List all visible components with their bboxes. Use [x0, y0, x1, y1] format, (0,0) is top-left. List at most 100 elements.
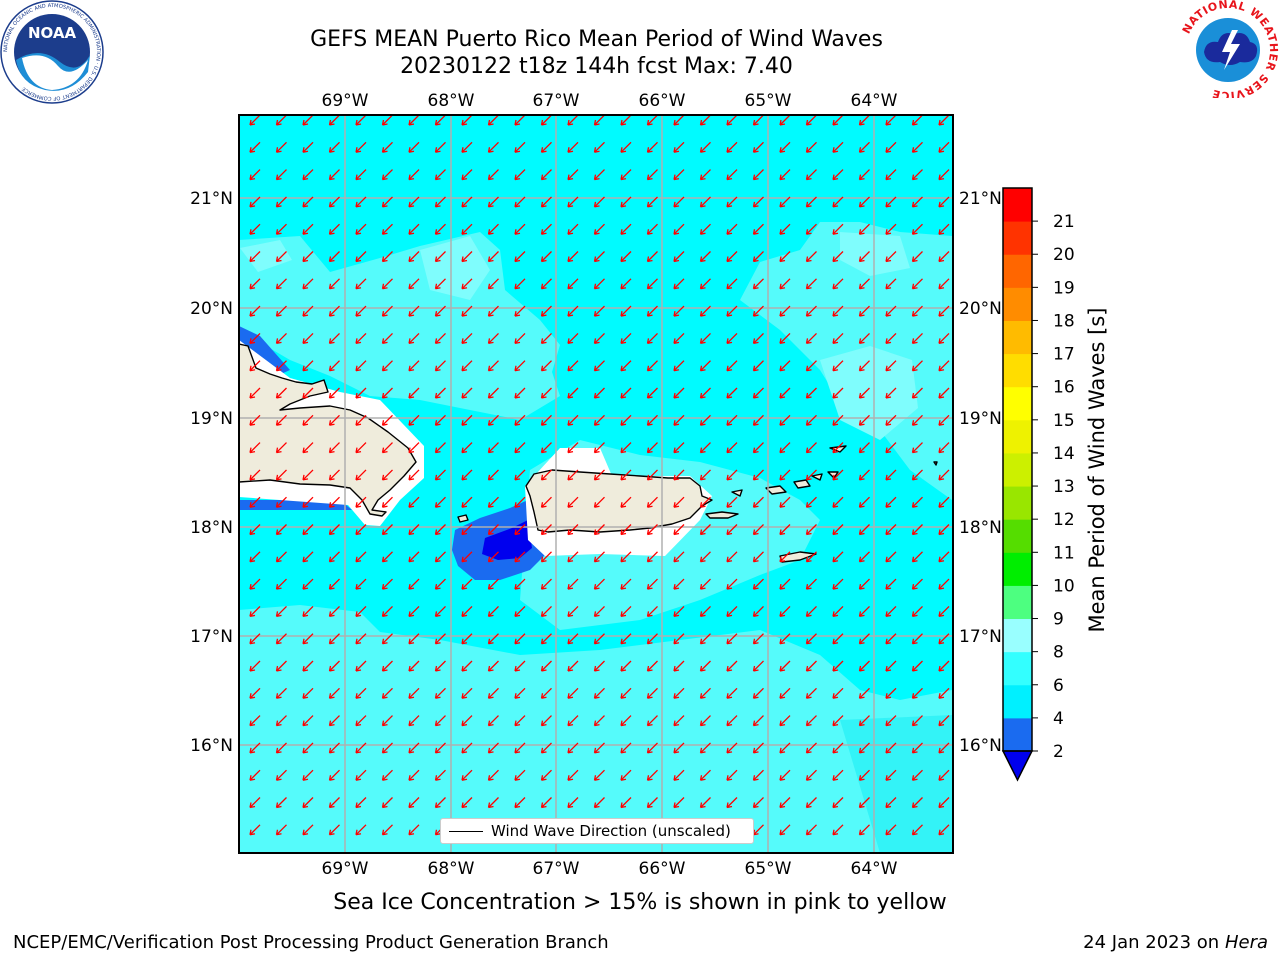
- wind-wave-arrow: [726, 797, 738, 809]
- wind-wave-arrow: [540, 251, 552, 263]
- wind-wave-arrow: [408, 551, 420, 563]
- wind-wave-arrow: [779, 742, 791, 754]
- wind-wave-arrow: [275, 332, 287, 345]
- wind-wave-arrow: [302, 496, 314, 508]
- wind-wave-arrow: [646, 551, 658, 563]
- wind-wave-arrow: [885, 442, 897, 454]
- wind-wave-arrow: [408, 332, 420, 345]
- wind-wave-arrow: [302, 742, 314, 754]
- wind-wave-arrow: [726, 169, 738, 181]
- wind-wave-arrow: [408, 687, 420, 699]
- wind-wave-arrow: [461, 115, 473, 126]
- map-plot-area: [239, 115, 953, 853]
- wind-wave-arrow: [646, 141, 658, 153]
- wind-wave-arrow: [540, 360, 552, 372]
- wind-wave-arrow: [275, 141, 287, 153]
- wind-wave-arrow: [249, 769, 261, 781]
- wind-wave-arrow: [514, 196, 526, 208]
- wind-wave-arrow: [381, 715, 393, 727]
- wind-wave-arrow: [673, 442, 685, 454]
- wind-wave-arrow: [726, 251, 738, 263]
- wind-wave-arrow: [593, 742, 605, 754]
- wind-wave-arrow: [832, 414, 844, 426]
- wind-wave-arrow: [911, 141, 923, 153]
- wind-wave-arrow: [328, 824, 340, 836]
- wind-wave-arrow: [885, 251, 897, 263]
- wind-wave-arrow: [593, 414, 605, 426]
- wind-wave-arrow: [938, 414, 950, 426]
- wind-wave-arrow: [355, 742, 367, 754]
- wind-wave-arrow: [646, 278, 658, 290]
- wind-wave-arrow: [355, 551, 367, 563]
- wind-wave-arrow: [514, 360, 526, 372]
- wind-wave-arrow: [832, 469, 844, 481]
- wind-wave-arrow: [779, 115, 791, 126]
- wind-wave-arrow: [911, 223, 923, 235]
- wind-wave-arrow: [885, 687, 897, 699]
- wind-wave-arrow: [381, 251, 393, 263]
- wind-wave-arrow: [673, 169, 685, 181]
- wind-wave-arrow: [646, 660, 658, 672]
- wind-wave-arrow: [726, 524, 738, 536]
- wind-wave-arrow: [461, 715, 473, 727]
- wind-wave-arrow: [355, 115, 367, 126]
- wind-wave-arrow: [779, 496, 791, 508]
- wind-wave-arrow: [620, 769, 632, 781]
- wind-wave-arrow: [461, 524, 473, 536]
- wind-wave-arrow: [275, 633, 287, 645]
- wind-wave-arrow: [938, 633, 950, 645]
- wind-wave-arrow: [249, 360, 261, 372]
- wind-wave-arrow: [593, 387, 605, 399]
- wind-wave-arrow: [832, 715, 844, 727]
- wind-wave-arrow: [328, 797, 340, 809]
- wind-wave-arrow: [487, 115, 499, 126]
- wind-wave-arrow: [858, 715, 870, 727]
- wind-wave-arrow: [752, 360, 764, 372]
- wind-wave-arrow: [328, 742, 340, 754]
- wind-wave-arrow: [461, 414, 473, 426]
- wind-wave-arrow: [805, 251, 817, 263]
- wind-wave-arrow: [275, 551, 287, 563]
- wind-wave-arrow: [699, 115, 711, 126]
- wind-wave-arrow: [699, 442, 711, 454]
- wind-wave-arrow: [461, 387, 473, 399]
- wind-wave-arrow: [805, 551, 817, 563]
- wind-wave-direction-arrows: [249, 115, 950, 836]
- wind-wave-arrow: [567, 633, 579, 645]
- wind-wave-arrow: [381, 687, 393, 699]
- wind-wave-arrow: [567, 278, 579, 290]
- wind-wave-arrow: [593, 223, 605, 235]
- wind-wave-arrow: [593, 578, 605, 590]
- wind-wave-arrow: [885, 469, 897, 481]
- wind-wave-arrow: [911, 305, 923, 317]
- wind-wave-arrow: [567, 360, 579, 372]
- colorbar-tick-label: 12: [1053, 510, 1075, 530]
- wind-wave-arrow: [779, 524, 791, 536]
- wind-wave-arrow: [832, 387, 844, 399]
- wind-wave-arrow: [832, 442, 844, 454]
- wind-wave-arrow: [726, 742, 738, 754]
- lat-label: 16°N: [190, 736, 233, 756]
- wind-wave-arrow: [434, 251, 446, 263]
- wind-wave-arrow: [938, 660, 950, 672]
- map-frame: [238, 114, 954, 854]
- wind-wave-arrow: [355, 797, 367, 809]
- wind-wave-arrow: [832, 169, 844, 181]
- wind-wave-arrow: [885, 414, 897, 426]
- wind-wave-arrow: [938, 115, 950, 126]
- wind-wave-arrow: [832, 115, 844, 126]
- wind-wave-arrow: [302, 769, 314, 781]
- wind-wave-arrow: [673, 742, 685, 754]
- wind-wave-arrow: [673, 633, 685, 645]
- wind-wave-arrow: [911, 742, 923, 754]
- wind-wave-arrow: [699, 633, 711, 645]
- wind-wave-arrow: [355, 524, 367, 536]
- wind-wave-arrow: [726, 769, 738, 781]
- wind-wave-arrow: [885, 196, 897, 208]
- wind-wave-arrow: [805, 797, 817, 809]
- wind-wave-arrow: [249, 196, 261, 208]
- wind-wave-arrow: [911, 169, 923, 181]
- wind-wave-arrow: [752, 496, 764, 508]
- wind-wave-arrow: [567, 797, 579, 809]
- wind-wave-arrow: [302, 660, 314, 672]
